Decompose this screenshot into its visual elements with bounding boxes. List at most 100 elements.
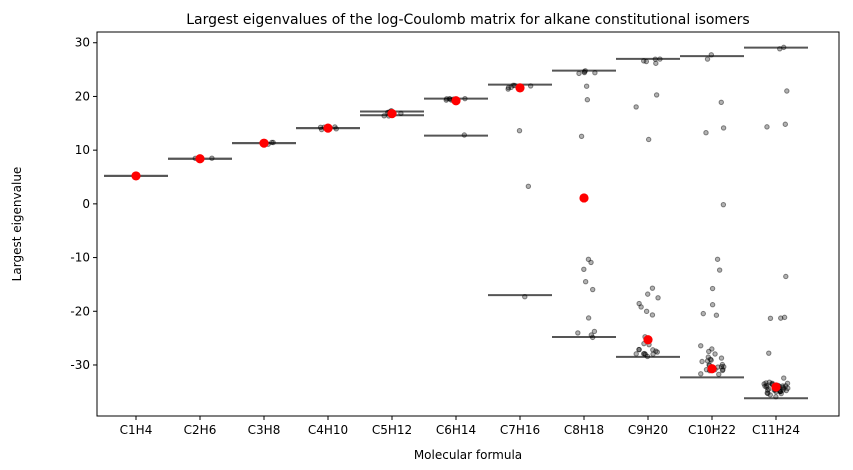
data-point <box>783 273 789 280</box>
data-point <box>581 69 587 75</box>
data-point <box>712 351 718 357</box>
data-point <box>713 312 720 318</box>
data-point <box>766 386 772 392</box>
mean-point <box>643 335 653 345</box>
data-point <box>718 355 725 361</box>
data-point <box>652 56 659 62</box>
data-point <box>766 350 772 356</box>
x-tick-label: C1H4 <box>120 423 153 437</box>
data-point <box>583 83 590 89</box>
data-point <box>781 375 787 381</box>
data-point <box>318 126 325 133</box>
data-point <box>773 393 779 400</box>
data-point <box>781 44 787 51</box>
data-point <box>721 364 727 370</box>
data-point <box>641 58 647 64</box>
data-point <box>767 315 774 321</box>
data-point <box>698 371 704 377</box>
data-point <box>581 266 587 273</box>
data-point <box>589 334 596 341</box>
data-point <box>508 84 514 91</box>
data-point <box>398 110 404 117</box>
data-point <box>650 347 656 353</box>
data-point <box>332 124 338 130</box>
data-point <box>446 96 453 102</box>
data-point <box>649 312 656 318</box>
data-point <box>653 92 660 98</box>
data-point <box>270 139 276 146</box>
data-point <box>582 68 588 74</box>
data-point <box>640 351 647 357</box>
data-point <box>700 310 706 317</box>
data-point <box>782 121 788 127</box>
data-point <box>709 346 715 352</box>
data-point <box>704 56 711 62</box>
mean-point <box>131 171 141 181</box>
data-point <box>704 358 711 364</box>
data-point <box>655 295 661 301</box>
data-point <box>763 380 769 386</box>
data-point <box>709 285 716 292</box>
data-point <box>654 349 660 355</box>
data-point <box>716 267 723 273</box>
data-point <box>510 82 516 88</box>
x-tick-label: C10H22 <box>688 423 736 437</box>
data-point <box>764 382 770 389</box>
data-point <box>720 366 726 373</box>
data-point <box>269 139 275 146</box>
y-tick-label: 20 <box>75 89 90 103</box>
data-point <box>707 356 714 363</box>
data-point <box>636 346 642 353</box>
data-point <box>719 361 726 368</box>
data-point <box>461 132 468 138</box>
data-point <box>778 390 784 397</box>
data-point <box>588 259 594 266</box>
data-point <box>592 70 598 76</box>
data-point <box>709 302 716 308</box>
data-point <box>718 99 724 105</box>
data-point <box>705 354 711 360</box>
y-tick-label: -10 <box>70 251 90 265</box>
data-point <box>644 353 651 360</box>
data-point <box>781 314 788 321</box>
data-point <box>764 390 770 396</box>
data-point <box>522 294 528 300</box>
data-point <box>653 348 659 354</box>
mean-point <box>259 138 269 148</box>
x-tick-label: C7H16 <box>500 423 540 437</box>
data-point <box>641 350 648 357</box>
data-point <box>443 96 450 102</box>
data-point <box>516 127 523 134</box>
data-point <box>381 113 387 119</box>
data-point <box>708 52 715 58</box>
mean-point <box>515 83 525 93</box>
data-point <box>575 330 581 336</box>
data-point <box>505 86 511 92</box>
data-point <box>333 126 339 132</box>
data-point <box>638 304 644 310</box>
data-point <box>714 256 721 262</box>
plot-frame <box>96 31 840 417</box>
data-point <box>636 300 642 307</box>
data-point <box>780 387 786 393</box>
x-tick-label: C5H12 <box>372 423 412 437</box>
x-tick-label: C8H18 <box>564 423 604 437</box>
y-axis-label: Largest eigenvalue <box>10 167 24 282</box>
data-point <box>591 328 598 335</box>
data-point <box>708 357 714 363</box>
y-tick-label: -30 <box>70 358 90 372</box>
data-point <box>527 83 534 89</box>
data-point <box>719 367 726 374</box>
mean-point <box>387 109 397 119</box>
x-tick-label: C4H10 <box>308 423 348 437</box>
data-point <box>653 60 659 66</box>
data-point <box>643 58 650 65</box>
data-point <box>462 95 468 102</box>
data-point <box>780 383 786 389</box>
data-point <box>718 364 725 370</box>
mean-point <box>579 193 589 203</box>
data-point <box>780 384 786 391</box>
y-tick-label: 10 <box>75 143 90 157</box>
